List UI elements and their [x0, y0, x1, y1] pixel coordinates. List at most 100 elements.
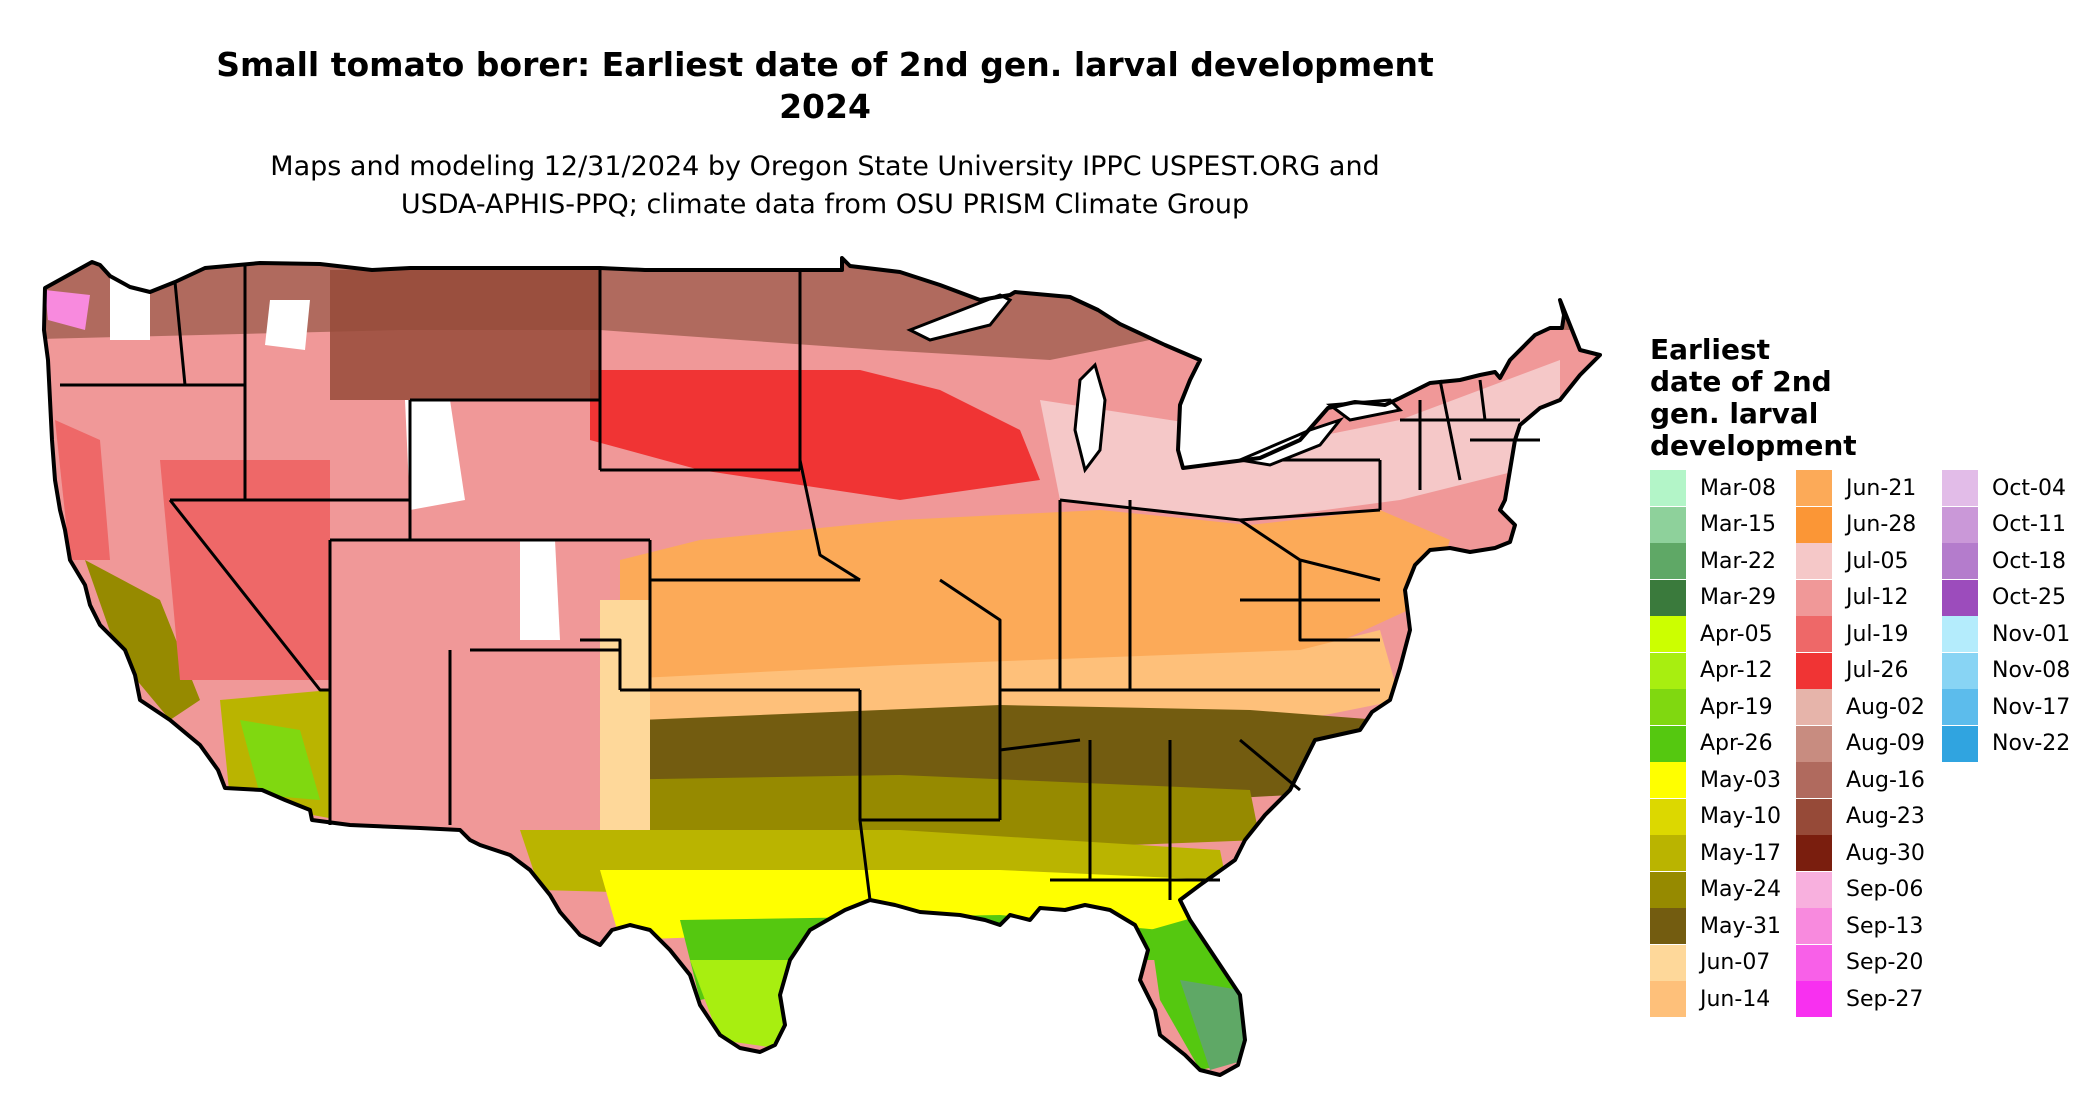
legend-label: May-03	[1700, 767, 1782, 793]
legend-swatch	[1650, 725, 1686, 762]
legend-title-line: gen. larval	[1650, 397, 1819, 430]
legend-item: Sep-27	[1796, 981, 1925, 1018]
legend-label: Jul-26	[1846, 658, 1909, 684]
legend-item: Sep-20	[1796, 944, 1925, 982]
legend-item: Nov-08	[1942, 652, 2070, 690]
legend-swatch	[1942, 689, 1978, 726]
map-subtitle-line1: Maps and modeling 12/31/2024 by Oregon S…	[270, 151, 1380, 182]
legend-swatch	[1796, 543, 1832, 580]
legend-swatch	[1650, 798, 1686, 835]
legend-label: Jun-07	[1700, 950, 1771, 976]
legend-label: Oct-11	[1992, 512, 2066, 538]
us-outline	[42, 256, 1602, 1077]
legend-item: Oct-18	[1942, 543, 2070, 580]
legend-item: Apr-05	[1650, 616, 1781, 653]
legend-item: Jun-21	[1796, 470, 1925, 507]
legend-swatch	[1796, 944, 1832, 981]
legend-swatch	[1650, 835, 1686, 872]
legend-item: May-10	[1650, 798, 1782, 836]
legend-swatch	[1796, 908, 1832, 945]
legend-swatch	[1650, 908, 1686, 945]
legend-item: Aug-02	[1796, 689, 1925, 726]
legend-item: Aug-16	[1796, 762, 1925, 799]
legend-column-1: Mar-08 Mar-15 Mar-22 Mar-29 Apr-05 Apr-12 Apr-…	[1650, 470, 1781, 1018]
legend-swatch	[1942, 725, 1978, 762]
legend-item: Apr-19	[1650, 689, 1781, 726]
legend-label: Aug-23	[1846, 804, 1925, 830]
legend-swatch	[1796, 652, 1832, 689]
legend-swatch	[1650, 543, 1686, 580]
legend-swatch	[1942, 543, 1978, 580]
legend-label: Nov-22	[1992, 731, 2071, 757]
legend-label: Oct-04	[1992, 475, 2066, 501]
map-subtitle-line2: USDA-APHIS-PPQ; climate data from OSU PR…	[400, 189, 1250, 220]
legend-label: May-24	[1700, 877, 1782, 903]
legend-label: Aug-02	[1846, 694, 1925, 720]
legend-label: Jul-12	[1846, 585, 1909, 611]
legend-item: Jun-28	[1796, 506, 1925, 544]
legend-swatch	[1650, 981, 1686, 1018]
legend-swatch	[1796, 798, 1832, 835]
legend-item: Nov-01	[1942, 616, 2070, 653]
legend-swatch	[1650, 616, 1686, 653]
legend-label: Mar-29	[1700, 585, 1777, 611]
legend-label: Apr-05	[1700, 621, 1773, 647]
legend-item: Sep-06	[1796, 871, 1925, 909]
map-title-line2: 2024	[779, 87, 871, 126]
legend-item: Mar-15	[1650, 506, 1781, 544]
legend-swatch	[1650, 652, 1686, 689]
legend-item: Oct-04	[1942, 470, 2070, 507]
legend-item: Jul-12	[1796, 579, 1925, 617]
legend-title-line: Earliest	[1650, 333, 1771, 366]
legend-label: Oct-25	[1992, 585, 2066, 611]
legend-label: Jun-21	[1846, 475, 1917, 501]
legend-swatch	[1650, 470, 1686, 507]
legend-swatch	[1650, 506, 1686, 543]
map-color-fill	[44, 258, 1600, 1075]
legend-label: Apr-26	[1700, 731, 1773, 757]
legend-item: May-31	[1650, 908, 1781, 945]
legend-swatch	[1650, 762, 1686, 799]
legend-label: May-31	[1700, 913, 1782, 939]
legend-label: Jul-05	[1846, 548, 1909, 574]
legend-title: Earliest date of 2nd gen. larval develop…	[1650, 334, 1890, 462]
legend-label: Nov-17	[1992, 694, 2071, 720]
legend-label: Aug-30	[1846, 840, 1925, 866]
legend-swatch	[1796, 725, 1832, 762]
legend-item: Oct-25	[1942, 579, 2070, 617]
legend-label: Apr-19	[1700, 694, 1773, 720]
legend-item: Mar-22	[1650, 543, 1781, 580]
map-subtitle: Maps and modeling 12/31/2024 by Oregon S…	[0, 148, 1650, 224]
legend-swatch	[1942, 652, 1978, 689]
legend-swatch	[1796, 871, 1832, 908]
legend-swatch	[1796, 579, 1832, 616]
state-boundaries	[60, 265, 1540, 901]
legend-label: May-17	[1700, 840, 1782, 866]
map-title-line1: Small tomato borer: Earliest date of 2nd…	[216, 45, 1434, 84]
legend-label: Apr-12	[1700, 658, 1773, 684]
legend-swatch	[1942, 470, 1978, 507]
legend-item: Nov-17	[1942, 689, 2070, 726]
map-title: Small tomato borer: Earliest date of 2nd…	[0, 44, 1650, 128]
legend-swatch	[1796, 470, 1832, 507]
legend-item: Jun-07	[1650, 944, 1781, 982]
legend-item: May-24	[1650, 871, 1782, 909]
legend-label: Oct-18	[1992, 548, 2066, 574]
legend-swatch	[1942, 506, 1978, 543]
legend-label: Nov-01	[1992, 621, 2071, 647]
legend-item: Oct-11	[1942, 506, 2070, 544]
legend-item: May-17	[1650, 835, 1781, 872]
legend-item: Jul-19	[1796, 616, 1925, 653]
legend-label: Mar-08	[1700, 475, 1777, 501]
legend-label: May-10	[1700, 804, 1782, 830]
legend-label: Jul-19	[1846, 621, 1909, 647]
legend-label: Mar-15	[1700, 512, 1777, 538]
legend-item: Mar-29	[1650, 579, 1781, 617]
legend-swatch	[1796, 835, 1832, 872]
legend-swatch	[1796, 981, 1832, 1018]
legend-swatch	[1650, 689, 1686, 726]
legend-column-3: Oct-04 Oct-11 Oct-18 Oct-25 Nov-01 Nov-08 Nov-…	[1942, 470, 2070, 762]
legend-item: Apr-26	[1650, 725, 1781, 763]
legend-swatch	[1650, 944, 1686, 981]
